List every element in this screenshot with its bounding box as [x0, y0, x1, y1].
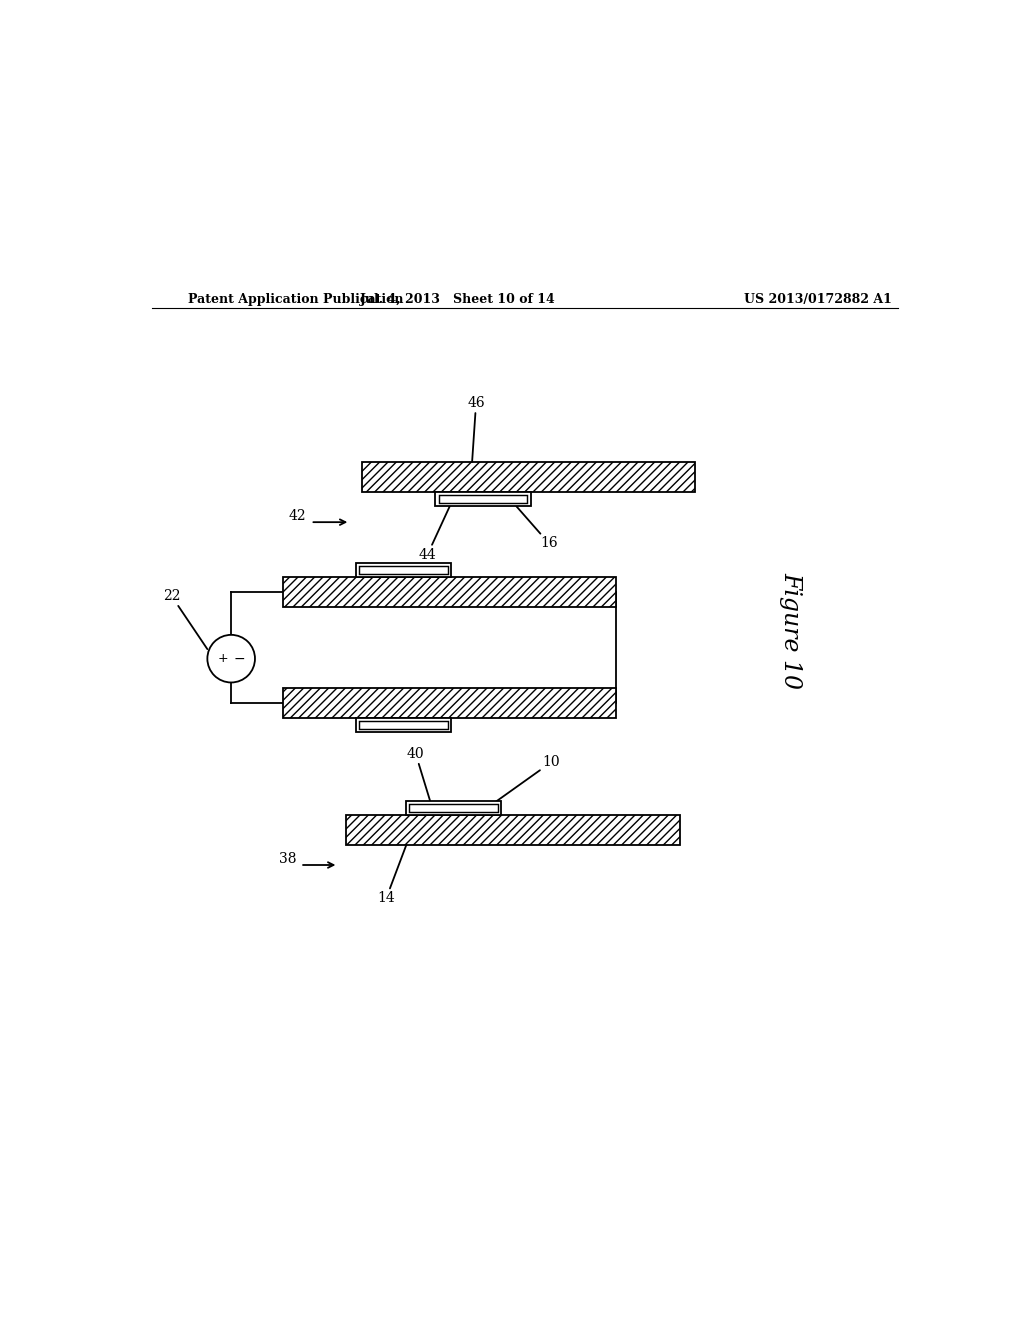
Bar [283, 688, 616, 718]
Text: 42: 42 [289, 508, 306, 523]
Text: 22: 22 [163, 589, 207, 649]
Text: 40: 40 [407, 747, 430, 801]
Text: 16: 16 [516, 507, 558, 550]
Bar [410, 804, 499, 812]
Bar [356, 718, 452, 733]
Text: −: − [233, 652, 246, 665]
Text: Jul. 4, 2013   Sheet 10 of 14: Jul. 4, 2013 Sheet 10 of 14 [359, 293, 555, 306]
Bar [356, 562, 452, 577]
Text: 14: 14 [378, 845, 407, 906]
Text: +: + [217, 652, 228, 665]
Bar [438, 495, 527, 503]
Bar [283, 577, 616, 607]
Text: 38: 38 [279, 851, 296, 866]
Text: US 2013/0172882 A1: US 2013/0172882 A1 [744, 293, 892, 306]
Circle shape [207, 635, 255, 682]
Bar [407, 801, 502, 814]
Bar [346, 814, 680, 845]
Bar [359, 566, 449, 574]
Bar [359, 721, 449, 729]
Text: Patent Application Publication: Patent Application Publication [187, 293, 403, 306]
Text: 46: 46 [467, 396, 485, 462]
Text: 10: 10 [487, 755, 560, 808]
Text: Figure 10: Figure 10 [779, 573, 802, 689]
Bar [362, 462, 695, 492]
Text: 44: 44 [419, 507, 450, 561]
Bar [435, 492, 530, 507]
